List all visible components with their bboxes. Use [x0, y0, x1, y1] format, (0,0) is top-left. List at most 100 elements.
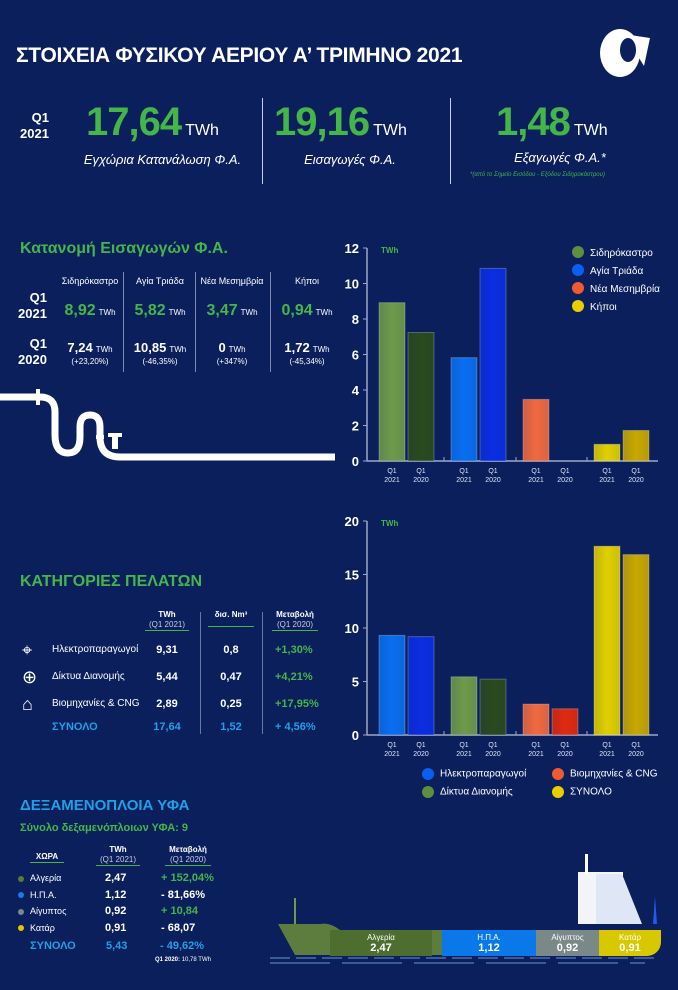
lng-change: + 152,04% [161, 872, 214, 884]
country-name: Αλγερία [30, 873, 62, 883]
customer-category: Δίκτυα Διανομής [52, 671, 125, 682]
legend-swatch-icon [572, 282, 584, 294]
x-tick-label: 2021 [456, 751, 472, 758]
x-tick-label: 2021 [384, 477, 400, 484]
bar-q1-2021 [378, 634, 406, 736]
customer-category: Ηλεκτροπαραγωγοί [52, 644, 139, 655]
y-tick-label: 5 [352, 675, 359, 690]
legend-label: ΣΥΝΟΛΟ [570, 786, 612, 798]
y-tick-label: 20 [345, 514, 359, 529]
lng-country: Αίγυπτος [18, 905, 66, 917]
y-tick-label: 0 [352, 454, 359, 469]
x-tick-label: Q1 [387, 468, 396, 475]
legend-item: Δίκτυα Διανομής [422, 786, 513, 798]
legend-dot-icon [18, 908, 24, 915]
x-tick-label: 2020 [485, 751, 501, 758]
x-tick-label: Q1 [459, 468, 468, 475]
kpi-footnote: *(από το Σημείο Εισόδου - Εξόδου Σιδηροκ… [470, 172, 605, 178]
y-tick-label: 10 [345, 277, 359, 292]
customer-total-nm3: 1,52 [220, 721, 242, 733]
legend-swatch-icon [572, 264, 584, 276]
country-name: Αίγυπτος [30, 906, 67, 916]
value: 5,82 [134, 302, 166, 319]
x-tick-label: Q1 [602, 468, 611, 475]
bar-q1-2020 [407, 331, 435, 462]
bar-q1-2021 [593, 545, 621, 736]
lng-change: - 68,07 [161, 921, 196, 934]
kpi-imports-label: Εισαγωγές Φ.Α. [304, 152, 396, 167]
col-twh-header: TWh (Q1 2021) [145, 610, 189, 631]
kpi-consumption: 17,64 TWh [86, 100, 219, 144]
bar-q1-2021 [593, 443, 621, 462]
bar-q1-2020 [622, 554, 650, 736]
divider [123, 272, 124, 372]
y-axis-unit-label: TWh [381, 246, 398, 255]
unit: TWh [240, 308, 258, 317]
change-percent: (+347%) [216, 357, 248, 366]
customer-twh: 9,31 [156, 644, 178, 656]
lng-total-twh: 5,43 [106, 940, 128, 952]
unit: TWh [228, 345, 246, 354]
legend-label: Νέα Μεσημβρία [590, 283, 660, 295]
lng-ship-illustration [270, 854, 660, 964]
customers-heading: ΚΑΤΗΓΟΡΙΕΣ ΠΕΛΑΤΩΝ [20, 573, 202, 590]
value: 0 [218, 340, 226, 355]
customer-category: Βιομηχανίες & CNG [52, 698, 140, 709]
divider [270, 272, 271, 372]
x-tick-label: 2020 [557, 751, 573, 758]
legend-swatch-icon [552, 768, 564, 780]
bar-q1-2021 [522, 703, 550, 736]
x-tick-label: 2020 [485, 477, 501, 484]
imports-value-2020: 7,24 TWh (+23,20%) [56, 339, 124, 366]
x-tick-label: 2020 [413, 477, 429, 484]
x-tick-label: 2021 [456, 477, 472, 484]
x-tick-label: Q1 [531, 742, 540, 749]
x-tick-label: 2020 [557, 477, 573, 484]
bar-q1-2020 [407, 636, 435, 736]
legend-label: Βιομηχανίες & CNG [570, 768, 658, 780]
x-tick-label: 2021 [599, 751, 615, 758]
divider [262, 612, 263, 734]
y-tick-label: 10 [345, 621, 359, 636]
row-label-2021: Q1 2021 [18, 290, 47, 321]
x-tick-label: 2021 [528, 477, 544, 484]
x-tick-label: 2021 [384, 751, 400, 758]
y-tick-label: 2 [352, 419, 359, 434]
customer-twh: 2,89 [156, 698, 178, 710]
x-tick-label: 2020 [413, 751, 429, 758]
ship-segment-algeria: Αλγερία 2,47 [330, 930, 432, 956]
y-tick-label: 6 [352, 348, 359, 363]
x-tick-label: Q1 [531, 468, 540, 475]
imports-value-2021: 8,92 TWh [56, 302, 124, 320]
x-tick-label: 2020 [628, 751, 644, 758]
divider [450, 98, 451, 184]
imports-value-2021: 3,47 TWh [198, 302, 266, 320]
value: 8,92 [64, 302, 96, 319]
imports-col-header: Νέα Μεσημβρία [200, 276, 264, 286]
unit: TWh [95, 345, 113, 354]
bar-q1-2020 [622, 429, 650, 462]
x-tick-label: Q1 [602, 742, 611, 749]
unit: TWh [169, 345, 187, 354]
imports-value-2020: 0 TWh (+347%) [198, 339, 266, 366]
lng-country: Κατάρ [18, 922, 55, 934]
kpi-exports-label: Εξαγωγές Φ.Α.* [514, 150, 606, 165]
imports-col-header: Κήποι [294, 276, 320, 286]
imports-value-2020: 10,85 TWh (-46,35%) [126, 339, 194, 366]
lng-heading: ΔΕΞΑΜΕΝΟΠΛΟΙΑ ΥΦΑ [20, 797, 190, 814]
legend-label: Αγία Τριάδα [590, 265, 643, 277]
legend-dot-icon [18, 875, 24, 882]
imports-value-2021: 5,82 TWh [126, 302, 194, 320]
factory-icon: ⌂ [22, 694, 33, 714]
imports-col-header: Σιδηρόκαστρο [61, 276, 119, 286]
company-logo-icon [600, 29, 650, 77]
legend-item: Ηλεκτροπαραγωγοί [422, 768, 526, 780]
y-tick-label: 4 [352, 383, 360, 398]
legend-swatch-icon [572, 246, 584, 258]
value: 7,24 [67, 340, 93, 355]
x-tick-label: Q1 [387, 742, 396, 749]
legend-label: Δίκτυα Διανομής [440, 786, 513, 798]
lng-subheading: Σύνολο δεξαμενόπλοιων ΥΦΑ: 9 [20, 822, 188, 834]
customer-total-change: + 4,56% [275, 721, 316, 733]
imports-value-2021: 0,94 TWh [273, 302, 341, 320]
